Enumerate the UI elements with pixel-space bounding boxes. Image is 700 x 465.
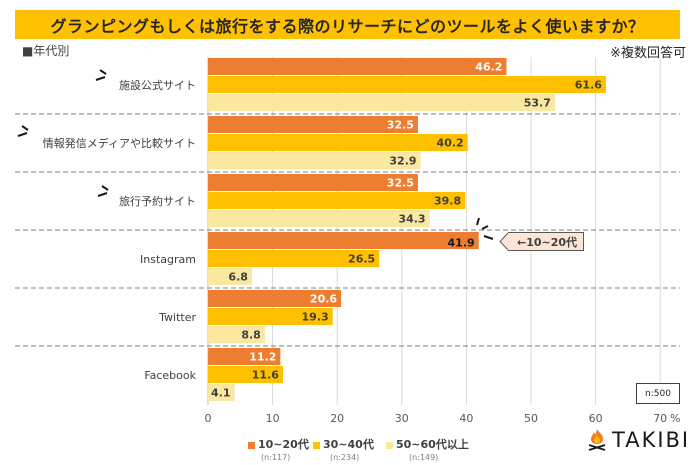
x-tick-label: 60 bbox=[589, 412, 603, 425]
data-label: 32.5 bbox=[387, 177, 414, 190]
data-label: 39.8 bbox=[434, 195, 461, 208]
legend-swatch bbox=[248, 441, 255, 449]
chart-subtitle: ■年代別 bbox=[22, 44, 70, 58]
group-separators bbox=[15, 113, 680, 347]
legend-swatch bbox=[313, 441, 320, 449]
legend-swatch bbox=[386, 441, 393, 449]
emphasis-mark bbox=[17, 132, 28, 137]
category-label: 施設公式サイト bbox=[119, 78, 196, 92]
x-tick-label: 10 bbox=[266, 412, 280, 425]
emphasis-mark bbox=[101, 185, 109, 191]
bar bbox=[208, 58, 507, 75]
callout-pointer bbox=[499, 232, 510, 251]
legend-label: 10~20代 bbox=[258, 438, 309, 451]
legend-sample-size: (n:234) bbox=[330, 453, 360, 462]
legend-item: 50~60代以上 bbox=[386, 436, 469, 452]
data-label: 20.6 bbox=[310, 293, 337, 306]
x-unit-label: % bbox=[670, 412, 680, 425]
emphasis-mark bbox=[97, 192, 108, 197]
x-tick-label: 20 bbox=[330, 412, 344, 425]
category-label: Facebook bbox=[144, 369, 196, 382]
x-tick-label: 0 bbox=[205, 412, 212, 425]
x-tick-label: 50 bbox=[524, 412, 538, 425]
sample-size-box: n:500 bbox=[636, 383, 680, 404]
bar bbox=[208, 134, 468, 151]
bar bbox=[208, 76, 606, 93]
legend-label: 50~60代以上 bbox=[396, 438, 469, 451]
category-label: Twitter bbox=[158, 311, 196, 324]
category-label: 情報発信メディアや比較サイト bbox=[43, 136, 196, 150]
data-label: 6.8 bbox=[228, 271, 248, 284]
emphasis-mark bbox=[95, 76, 106, 81]
legend-sample-size: (n:149) bbox=[409, 453, 439, 462]
legend-item: 10~20代 bbox=[248, 436, 309, 452]
bar bbox=[208, 326, 265, 343]
bar bbox=[208, 268, 252, 285]
emphasis-marks bbox=[17, 69, 494, 240]
data-label: 46.2 bbox=[475, 61, 502, 74]
x-tick-label: 40 bbox=[459, 412, 473, 425]
legend-label: 30~40代 bbox=[323, 438, 374, 451]
data-label: 53.7 bbox=[524, 97, 551, 110]
bar bbox=[208, 366, 283, 383]
data-label: 8.8 bbox=[241, 329, 261, 342]
data-label: 26.5 bbox=[348, 253, 375, 266]
annotation-callout: ←10~20代 bbox=[508, 232, 585, 251]
logo-text: TAKIBI bbox=[612, 428, 691, 452]
gridlines bbox=[207, 57, 661, 405]
legend-sample-size: (n:117) bbox=[261, 453, 291, 462]
data-label: 34.3 bbox=[398, 213, 425, 226]
bar bbox=[208, 192, 466, 209]
bar bbox=[208, 384, 235, 401]
data-label: 11.2 bbox=[249, 351, 276, 364]
data-label: 4.1 bbox=[211, 387, 231, 400]
data-label: 41.9 bbox=[448, 237, 475, 250]
chart-title: グランピングもしくは旅行をする際のリサーチにどのツールをよく使いますか？ bbox=[50, 16, 645, 36]
bar bbox=[208, 308, 333, 325]
data-label: 19.3 bbox=[302, 311, 329, 324]
data-label: 32.9 bbox=[389, 155, 416, 168]
data-label: 40.2 bbox=[437, 137, 464, 150]
bar bbox=[208, 116, 418, 133]
data-label: 61.6 bbox=[575, 79, 602, 92]
bar bbox=[208, 94, 555, 111]
emphasis-mark bbox=[21, 125, 29, 131]
x-axis-ticks: 0 10 20 30 40 50 60 70% bbox=[205, 412, 681, 425]
category-label: 旅行予約サイト bbox=[119, 194, 196, 208]
bar bbox=[208, 232, 479, 249]
bars: 46.2 61.6 53.7 32.5 40.2 32.9 32.5 39.8 34.3 41.9… bbox=[208, 58, 606, 401]
bar bbox=[208, 290, 342, 307]
x-tick-label: 70 bbox=[653, 412, 667, 425]
bar bbox=[208, 210, 430, 227]
bar bbox=[208, 250, 380, 267]
legend-item: 30~40代 bbox=[313, 436, 374, 452]
sample-size: n:500 bbox=[645, 388, 671, 399]
data-label: 11.6 bbox=[252, 369, 279, 382]
emphasis-mark bbox=[476, 217, 480, 226]
takibi-logo: TAKIBI bbox=[586, 428, 690, 452]
x-tick-label: 30 bbox=[395, 412, 409, 425]
bar bbox=[208, 348, 281, 365]
bar bbox=[208, 152, 421, 169]
category-label: Instagram bbox=[140, 253, 196, 266]
multiple-answer-note: ※複数回答可 bbox=[610, 46, 686, 61]
annotation-text: ←10~20代 bbox=[517, 235, 578, 249]
emphasis-mark bbox=[99, 69, 107, 75]
campfire-icon bbox=[588, 429, 606, 451]
data-label: 32.5 bbox=[387, 119, 414, 132]
emphasis-mark bbox=[481, 225, 489, 230]
emphasis-mark bbox=[483, 235, 494, 240]
bar bbox=[208, 174, 418, 191]
title-bar: グランピングもしくは旅行をする際のリサーチにどのツールをよく使いますか？ bbox=[15, 10, 680, 39]
